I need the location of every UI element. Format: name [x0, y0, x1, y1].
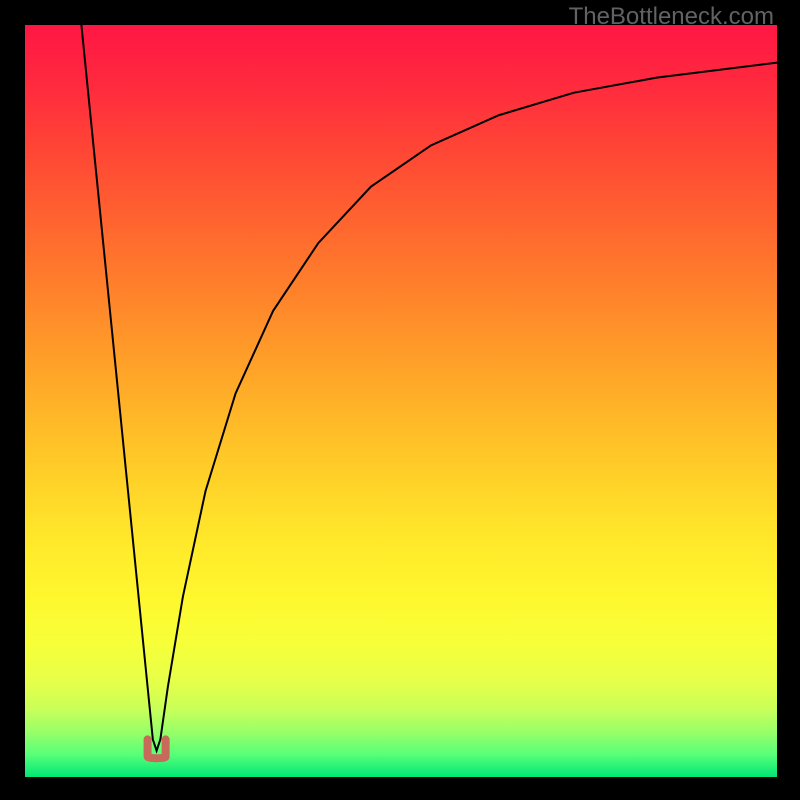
bottleneck-curve	[81, 25, 777, 751]
chart-container: TheBottleneck.com	[0, 0, 800, 800]
plot-area	[25, 25, 777, 777]
watermark-text: TheBottleneck.com	[569, 3, 774, 31]
curve-layer	[25, 25, 777, 777]
